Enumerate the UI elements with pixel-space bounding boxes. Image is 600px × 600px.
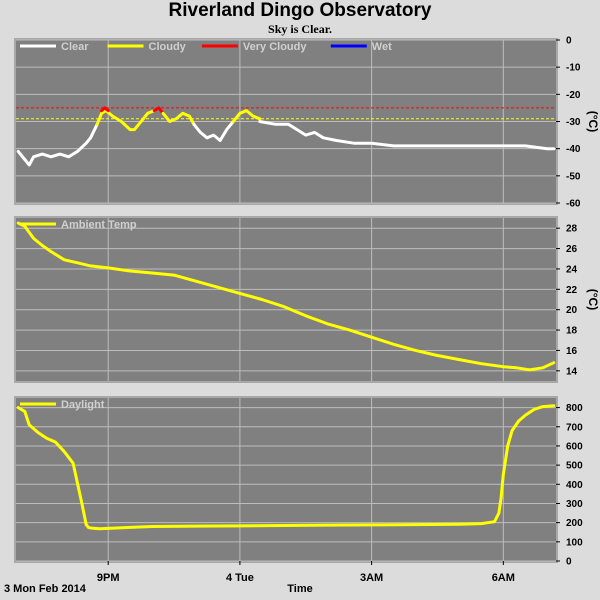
series-line-clear <box>258 120 556 151</box>
x-tick-label: 9PM <box>97 572 120 584</box>
x-tick-label: 4 Tue <box>226 572 254 584</box>
chart-panel-daylight: 0 100 200 300 400 500 600 700 800 Daylight <box>14 396 583 568</box>
x-tick-label: 3AM <box>360 572 383 584</box>
series-line-ambient-temp <box>16 221 556 372</box>
legend-label: Ambient Temp <box>61 219 137 231</box>
y-tick-label: 26 <box>566 244 578 255</box>
series-line-clear <box>192 120 235 142</box>
date-label: 3 Mon Feb 2014 <box>4 583 86 595</box>
series-line-very-cloudy <box>100 106 110 113</box>
y-tick-label: 200 <box>566 518 583 529</box>
series-line-very-cloudy <box>152 106 165 115</box>
x-axis-label: Time <box>287 583 313 595</box>
y-tick-label: 22 <box>566 285 578 296</box>
y-tick-label: 300 <box>566 499 583 510</box>
y-tick-label: 28 <box>566 224 578 235</box>
y-tick-label: -30 <box>566 117 581 128</box>
y-axis-unit: (°C) <box>586 289 600 310</box>
y-tick-label: -10 <box>566 63 581 74</box>
y-tick-label: 20 <box>566 305 578 316</box>
y-axis-unit: (°C) <box>586 111 600 132</box>
y-tick-label: 16 <box>566 346 578 357</box>
y-tick-label: 600 <box>566 441 583 452</box>
series-line-clear <box>16 122 99 167</box>
legend-label: Cloudy <box>149 41 187 53</box>
y-tick-label: 18 <box>566 326 578 337</box>
y-tick-label: -50 <box>566 171 581 182</box>
y-tick-label: 0 <box>566 557 572 568</box>
series-line-cloudy <box>231 109 262 123</box>
y-tick-label: -40 <box>566 144 581 155</box>
series-line-daylight <box>16 404 556 531</box>
x-tick-label: 6AM <box>492 572 515 584</box>
y-tick-label: -60 <box>566 199 581 210</box>
sky-status: Sky is Clear. <box>268 22 332 36</box>
plot-area <box>16 218 556 381</box>
plot-area <box>16 398 556 561</box>
y-tick-label: 400 <box>566 480 583 491</box>
chart-panel-ambient-temp: 14 16 18 20 22 24 26 28 Ambient Temp (°C) <box>14 216 600 383</box>
legend-label: Clear <box>61 41 89 53</box>
y-tick-label: 24 <box>566 264 578 275</box>
legend-label: Very Cloudy <box>243 41 307 53</box>
legend-label: Wet <box>372 41 392 53</box>
y-tick-label: 700 <box>566 422 583 433</box>
legend-label: Daylight <box>61 399 105 411</box>
series-line-cloudy <box>95 109 156 132</box>
y-tick-label: 100 <box>566 537 583 548</box>
y-tick-label: 500 <box>566 461 583 472</box>
chart-panel-sky-temp: 0 -10 -20 -30 -40 -50 -60 Clear Cloudy Very Cloud… <box>14 36 600 210</box>
y-tick-label: -20 <box>566 90 581 101</box>
y-tick-label: 14 <box>566 366 578 377</box>
y-tick-label: 0 <box>566 36 572 47</box>
page-title: Riverland Dingo Observatory <box>168 0 432 21</box>
y-tick-label: 800 <box>566 403 583 414</box>
series-line-cloudy <box>161 111 196 126</box>
